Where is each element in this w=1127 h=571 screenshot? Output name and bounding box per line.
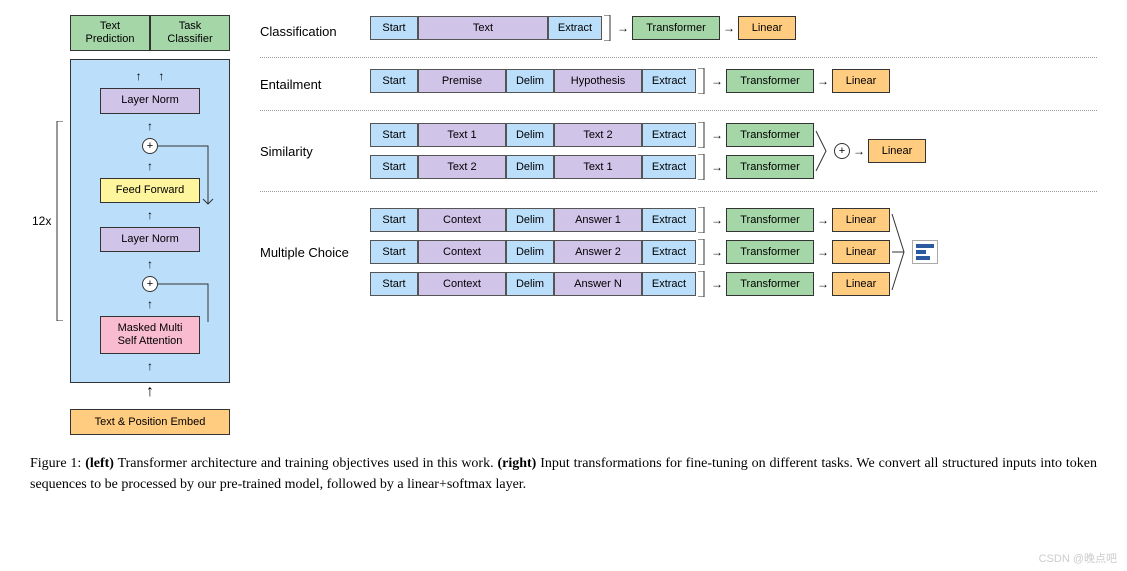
text1-cell: Text 1 xyxy=(554,155,642,179)
figure-caption: Figure 1: (left) Transformer architectur… xyxy=(30,453,1097,495)
extract-cell: Extract xyxy=(642,208,696,232)
transformer-box: Transformer xyxy=(726,240,814,264)
text-cell: Text xyxy=(418,16,548,40)
delim-cell: Delim xyxy=(506,155,554,179)
answer-cell: Answer N xyxy=(554,272,642,296)
premise-cell: Premise xyxy=(418,69,506,93)
text1-cell: Text 1 xyxy=(418,123,506,147)
mc-label: Multiple Choice xyxy=(260,245,370,260)
linear-box: Linear xyxy=(832,272,890,296)
transformer-box: Transformer xyxy=(726,155,814,179)
multiplier-label: 12x xyxy=(32,214,51,228)
start-cell: Start xyxy=(370,272,418,296)
text2-cell: Text 2 xyxy=(554,123,642,147)
start-cell: Start xyxy=(370,155,418,179)
transformer-box: Transformer xyxy=(632,16,720,40)
transformer-box: Transformer xyxy=(726,69,814,93)
start-cell: Start xyxy=(370,208,418,232)
transformer-box: Transformer xyxy=(726,272,814,296)
linear-box: Linear xyxy=(832,208,890,232)
task-diagrams: Classification Start Text Extract → Tran… xyxy=(260,15,1097,435)
context-cell: Context xyxy=(418,208,506,232)
delim-cell: Delim xyxy=(506,123,554,147)
layer-norm-1: Layer Norm xyxy=(100,88,200,113)
linear-box: Linear xyxy=(832,240,890,264)
similarity-label: Similarity xyxy=(260,144,370,159)
task-classifier-box: Task Classifier xyxy=(150,15,230,51)
answer-cell: Answer 2 xyxy=(554,240,642,264)
residual-add-2: + xyxy=(142,276,158,292)
extract-cell: Extract xyxy=(642,155,696,179)
start-cell: Start xyxy=(370,240,418,264)
embed-box: Text & Position Embed xyxy=(70,409,230,435)
linear-box: Linear xyxy=(738,16,796,40)
extract-cell: Extract xyxy=(642,123,696,147)
mc-output-icon xyxy=(912,240,938,264)
delim-cell: Delim xyxy=(506,240,554,264)
residual-add-1: + xyxy=(142,138,158,154)
merge-add: + xyxy=(834,143,850,159)
transformer-block: ↑ ↑ Layer Norm ↑ + ↑ Feed Forward ↑ Laye… xyxy=(70,59,230,383)
delim-cell: Delim xyxy=(506,272,554,296)
transformer-box: Transformer xyxy=(726,208,814,232)
text2-cell: Text 2 xyxy=(418,155,506,179)
start-cell: Start xyxy=(370,69,418,93)
linear-box: Linear xyxy=(832,69,890,93)
start-cell: Start xyxy=(370,123,418,147)
extract-cell: Extract xyxy=(642,272,696,296)
extract-cell: Extract xyxy=(642,69,696,93)
classification-label: Classification xyxy=(260,24,370,39)
answer-cell: Answer 1 xyxy=(554,208,642,232)
transformer-box: Transformer xyxy=(726,123,814,147)
delim-cell: Delim xyxy=(506,208,554,232)
entailment-label: Entailment xyxy=(260,77,370,92)
architecture-diagram: Text Prediction Task Classifier 12x ↑ ↑ … xyxy=(30,15,230,435)
linear-box: Linear xyxy=(868,139,926,163)
layer-norm-2: Layer Norm xyxy=(100,227,200,252)
hypothesis-cell: Hypothesis xyxy=(554,69,642,93)
context-cell: Context xyxy=(418,272,506,296)
extract-cell: Extract xyxy=(548,16,602,40)
extract-cell: Extract xyxy=(642,240,696,264)
start-cell: Start xyxy=(370,16,418,40)
context-cell: Context xyxy=(418,240,506,264)
delim-cell: Delim xyxy=(506,69,554,93)
watermark: CSDN @晚点吧 xyxy=(1039,550,1117,566)
text-prediction-box: Text Prediction xyxy=(70,15,150,51)
